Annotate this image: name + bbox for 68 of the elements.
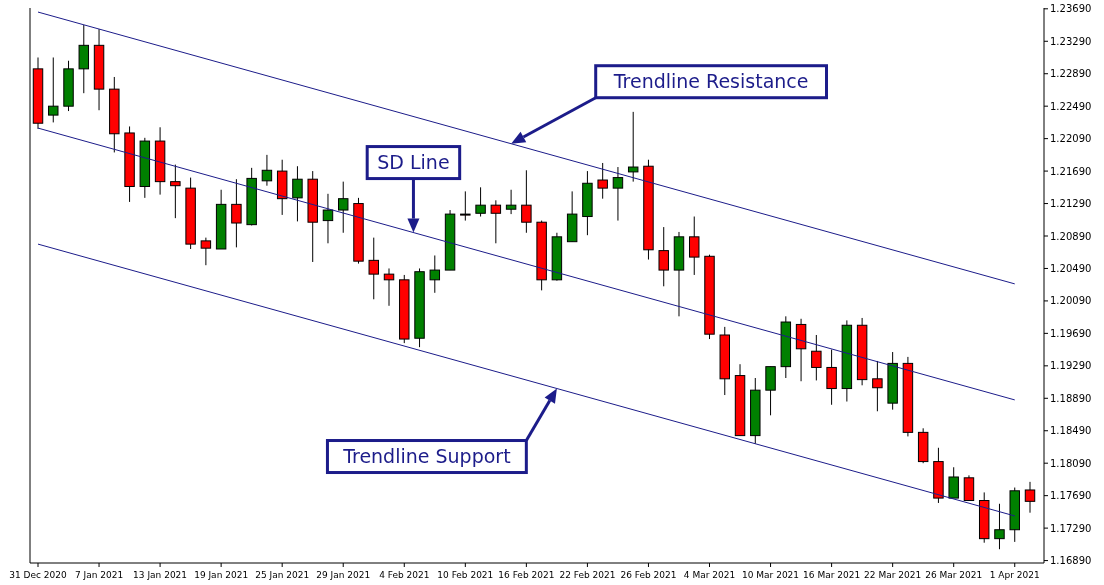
- y-tick-label: 1.23690: [1050, 3, 1092, 15]
- candlestick: [689, 216, 700, 276]
- annotation: Trendline Resistance: [612, 70, 809, 93]
- candlestick: [231, 178, 242, 248]
- y-tick-label: 1.18490: [1050, 425, 1092, 437]
- y-tick-label: 1.22890: [1050, 68, 1092, 80]
- candlestick: [200, 237, 212, 266]
- y-tick-label: 1.17290: [1050, 522, 1092, 534]
- y-tick-label: 1.23290: [1050, 35, 1092, 47]
- candlestick: [811, 334, 822, 381]
- candlestick: [948, 466, 959, 499]
- y-tick-label: 1.20490: [1050, 262, 1092, 274]
- candlestick: [1024, 481, 1036, 514]
- y-tick-label: 1.20090: [1050, 295, 1092, 307]
- y-tick-label: 1.20890: [1050, 230, 1092, 242]
- candlestick: [521, 169, 532, 234]
- candlestick: [475, 186, 486, 218]
- y-tick-label: 1.19290: [1050, 360, 1092, 372]
- y-tick-label: 1.17690: [1050, 490, 1092, 502]
- x-tick-label: 10 Mar 2021: [742, 570, 800, 580]
- x-tick-label: 29 Jan 2021: [316, 570, 371, 580]
- annotation: Trendline Support: [342, 445, 511, 468]
- candlestick: [429, 254, 441, 294]
- candlestick: [994, 503, 1005, 550]
- candlestick: [505, 189, 517, 215]
- x-tick-label: 10 Feb 2021: [437, 570, 494, 580]
- candlestick: [597, 162, 608, 200]
- annotation: SD Line: [377, 151, 450, 174]
- x-tick-label: 16 Feb 2021: [498, 570, 555, 580]
- candlestick: [765, 366, 776, 416]
- candlestick: [78, 24, 90, 94]
- candlestick: [170, 164, 181, 219]
- x-tick-label: 26 Mar 2021: [925, 570, 983, 580]
- candlestick: [826, 349, 837, 406]
- candlestick: [872, 360, 883, 412]
- candlestick: [963, 474, 975, 502]
- candlestick: [368, 237, 379, 300]
- x-tick-label: 22 Feb 2021: [559, 570, 616, 580]
- x-tick-label: 4 Mar 2021: [683, 570, 736, 580]
- x-tick-label: 1 Apr 2021: [989, 570, 1040, 580]
- candlestick: [261, 154, 273, 187]
- candlestick: [338, 181, 349, 234]
- candlestick: [460, 190, 471, 222]
- candlestick: [490, 199, 502, 244]
- candlestick: [658, 226, 669, 287]
- y-tick-label: 1.16890: [1050, 555, 1092, 567]
- candlestick: [292, 165, 303, 222]
- x-tick-label: 13 Jan 2021: [133, 570, 188, 580]
- y-tick-label: 1.22090: [1050, 133, 1092, 145]
- y-tick-label: 1.18090: [1050, 457, 1092, 469]
- candlestick: [612, 166, 624, 222]
- x-tick-label: 4 Feb 2021: [379, 570, 430, 580]
- x-tick-label: 19 Jan 2021: [194, 570, 249, 580]
- y-tick-label: 1.21290: [1050, 198, 1092, 210]
- y-tick-label: 1.22490: [1050, 100, 1092, 112]
- x-tick-label: 7 Jan 2021: [74, 570, 124, 580]
- candlestick: [627, 111, 639, 183]
- candlestick: [383, 267, 395, 307]
- y-tick-label: 1.19690: [1050, 327, 1092, 339]
- x-tick-label: 22 Mar 2021: [864, 570, 922, 580]
- y-tick-label: 1.18890: [1050, 392, 1092, 404]
- x-tick-label: 26 Feb 2021: [620, 570, 677, 580]
- x-tick-label: 16 Mar 2021: [803, 570, 861, 580]
- x-tick-label: 31 Dec 2020: [9, 570, 68, 580]
- candlestick: [48, 57, 59, 123]
- candlestick: [322, 193, 334, 244]
- x-tick-label: 25 Jan 2021: [255, 570, 310, 580]
- y-tick-label: 1.21690: [1050, 165, 1092, 177]
